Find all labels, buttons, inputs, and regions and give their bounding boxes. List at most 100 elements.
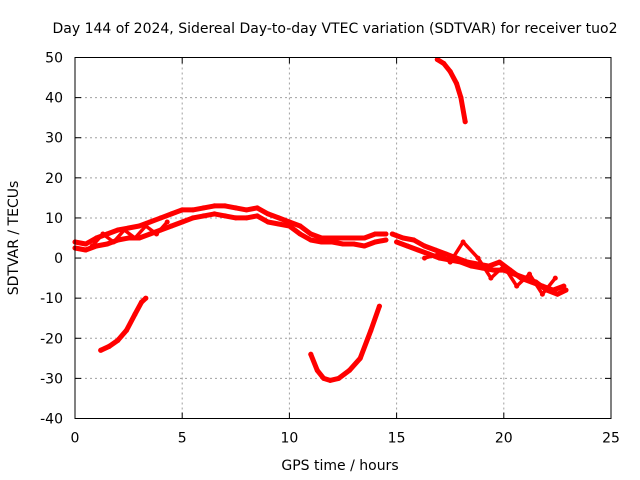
y-axis-label: SDTVAR / TECUs [6,181,22,296]
data-point [561,283,567,289]
data-point [121,227,127,233]
data-point [83,247,89,253]
data-point [164,219,170,225]
data-point [563,287,569,293]
data-point [254,205,260,211]
data-point [211,203,217,209]
data-point [83,241,89,247]
data-point [458,95,464,101]
x-tick-label: 0 [71,431,80,447]
data-point [361,243,367,249]
data-point [422,255,427,261]
data-point [169,223,174,229]
data-point [462,119,468,125]
data-point [201,213,207,219]
data-point [169,211,174,217]
data-point [340,235,346,241]
data-point [368,327,374,333]
data-point [376,303,382,309]
x-axis-label: GPS time / hours [281,458,398,474]
y-tick-label: 10 [45,211,63,227]
data-point [329,239,335,245]
data-point [143,223,149,229]
data-point [132,235,138,241]
data-point [512,271,517,277]
data-point [143,295,149,301]
data-point [111,239,117,245]
data-point [400,235,406,241]
data-point [501,263,507,269]
data-point [469,263,475,269]
data-point [432,247,438,253]
data-point [554,291,560,297]
data-point [321,375,327,381]
y-tick-label: 30 [45,131,63,147]
data-point [404,243,410,249]
data-point [297,231,303,237]
data-point [276,221,282,227]
data-point [394,239,400,245]
data-point [327,377,333,383]
data-point [437,251,442,257]
data-point [460,239,466,245]
data-point [308,351,314,357]
data-point [314,367,320,373]
data-point [447,259,453,265]
data-point [490,267,496,273]
data-point [190,207,196,213]
chart-title: Day 144 of 2024, Sidereal Day-to-day VTE… [52,21,617,37]
y-tick-label: 40 [45,91,63,107]
data-point [458,259,464,265]
data-point [89,243,95,249]
data-point [383,237,389,243]
data-point [98,347,104,353]
x-tick-label: 20 [495,431,513,447]
data-point [222,203,228,209]
data-point [454,81,460,87]
data-point [190,215,196,221]
series-segment-high-positive [434,57,468,125]
data-point [415,247,421,253]
data-point [132,311,138,317]
data-point [372,231,378,237]
data-point [115,337,121,343]
y-tick-label: -10 [40,291,63,307]
data-point [443,251,449,257]
data-point [276,215,282,221]
data-point [475,255,481,261]
data-point [244,215,249,221]
data-point [244,207,249,213]
data-point [106,343,112,349]
data-point [422,243,427,249]
x-tick-label: 10 [280,431,298,447]
data-point [340,241,346,247]
x-tick-label: 5 [178,431,187,447]
data-point [233,205,239,211]
data-point [488,275,494,281]
data-point [179,219,185,225]
data-point [100,231,106,237]
data-point [139,299,144,305]
data-point [265,219,271,225]
data-point [527,271,532,277]
data-point [308,231,314,237]
data-point [411,237,417,243]
data-point [539,291,545,297]
data-point [124,327,129,333]
series-segment-early-negative [98,295,149,353]
y-tick-label: 20 [45,171,63,187]
data-point [346,367,352,373]
data-point [136,223,142,229]
y-tick-label: 0 [54,251,63,267]
data-point [351,235,357,241]
data-point [357,355,363,361]
y-tick-label: -30 [40,371,63,387]
data-point [179,207,185,213]
data-point [336,375,342,381]
data-point [361,235,367,241]
plot-frame [74,57,612,419]
data-point [297,223,303,229]
data-point [126,225,132,231]
series-segment-midday-negative [308,303,382,383]
